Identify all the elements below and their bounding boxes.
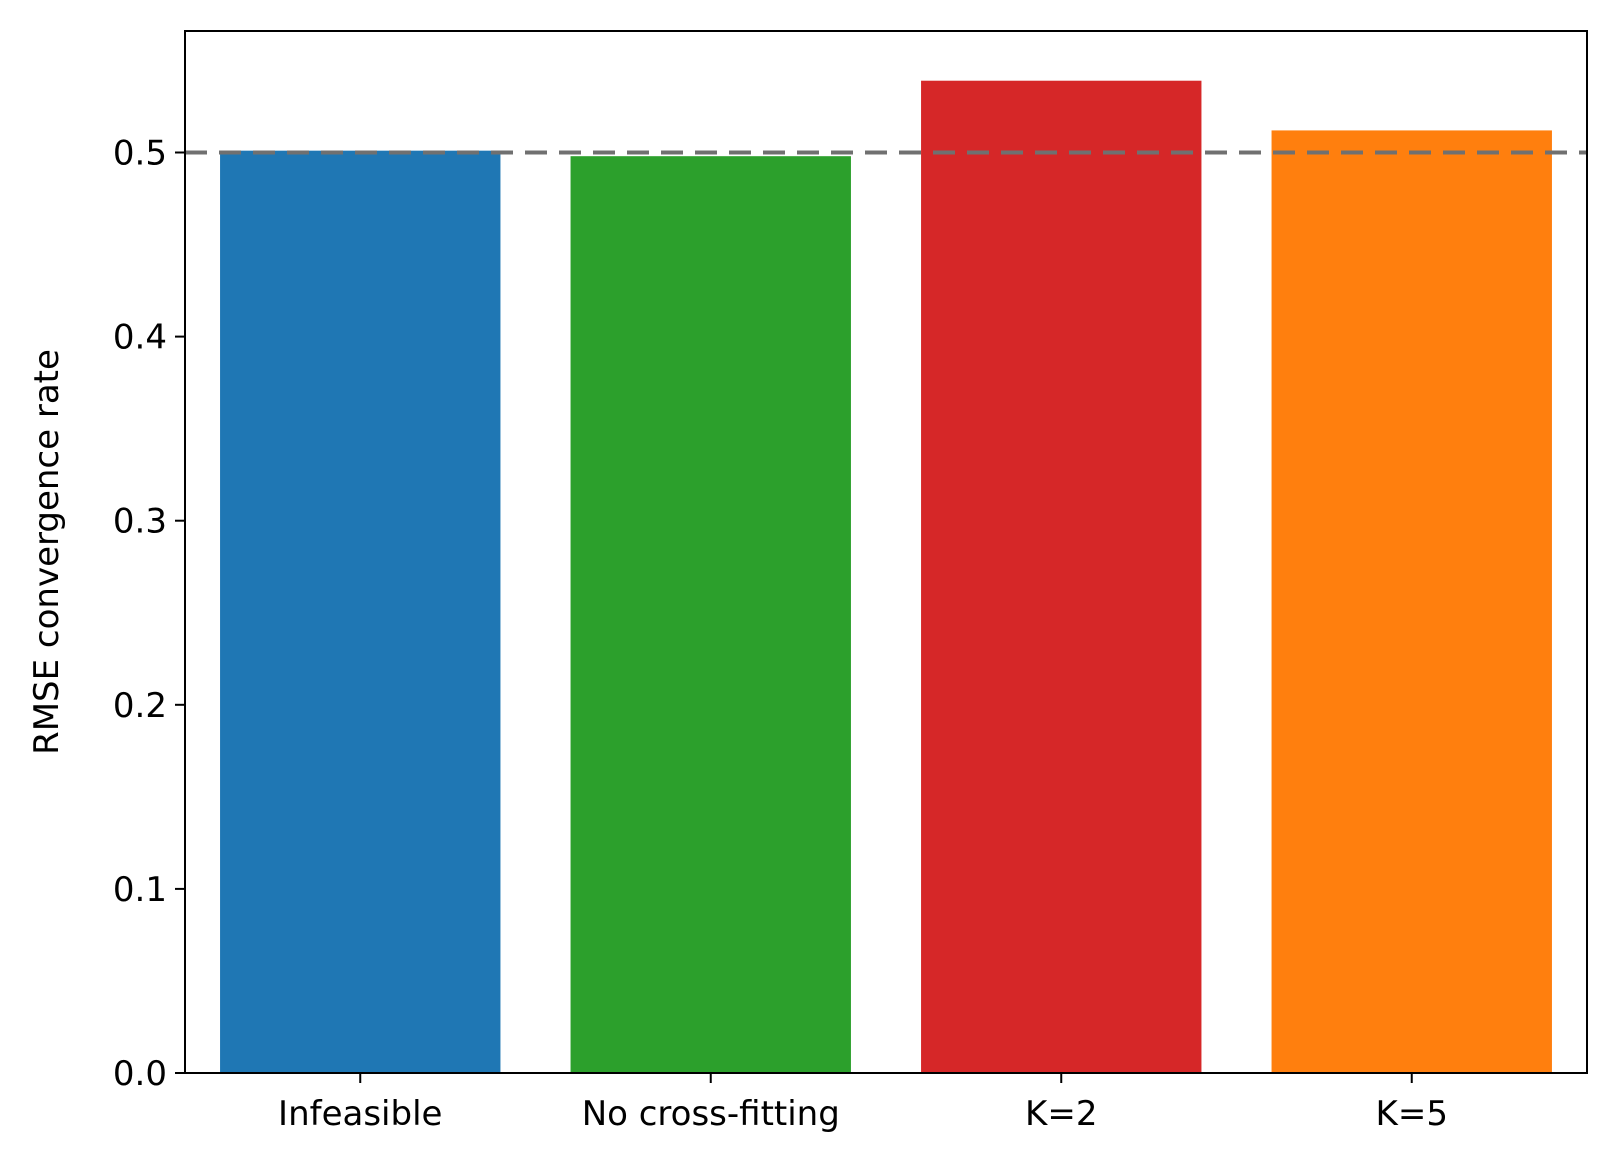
bars-group xyxy=(220,80,1552,1074)
bar-k-2 xyxy=(921,80,1202,1073)
y-tick-label: 0.3 xyxy=(113,502,167,542)
y-axis: 0.0 0.1 0.2 0.3 0.4 0.5 xyxy=(113,134,185,1094)
y-axis-label: RMSE convergence rate xyxy=(27,349,67,755)
y-tick-label: 0.0 xyxy=(113,1054,167,1094)
x-tick-label: K=5 xyxy=(1376,1094,1448,1134)
bar-no-cross-fitting xyxy=(570,156,851,1074)
x-tick-label: K=2 xyxy=(1025,1094,1097,1134)
x-tick-label: No cross-fitting xyxy=(582,1094,840,1134)
x-tick-label: Infeasible xyxy=(278,1094,442,1134)
bar-k-5 xyxy=(1271,130,1552,1073)
bar-infeasible xyxy=(220,150,501,1073)
y-tick-label: 0.1 xyxy=(113,870,167,910)
plot-frame xyxy=(184,30,1588,1074)
y-tick-label: 0.2 xyxy=(113,686,167,726)
y-tick-label: 0.5 xyxy=(113,134,167,174)
x-axis: Infeasible No cross-fitting K=2 K=5 xyxy=(278,1073,1448,1134)
y-tick-label: 0.4 xyxy=(113,318,167,358)
